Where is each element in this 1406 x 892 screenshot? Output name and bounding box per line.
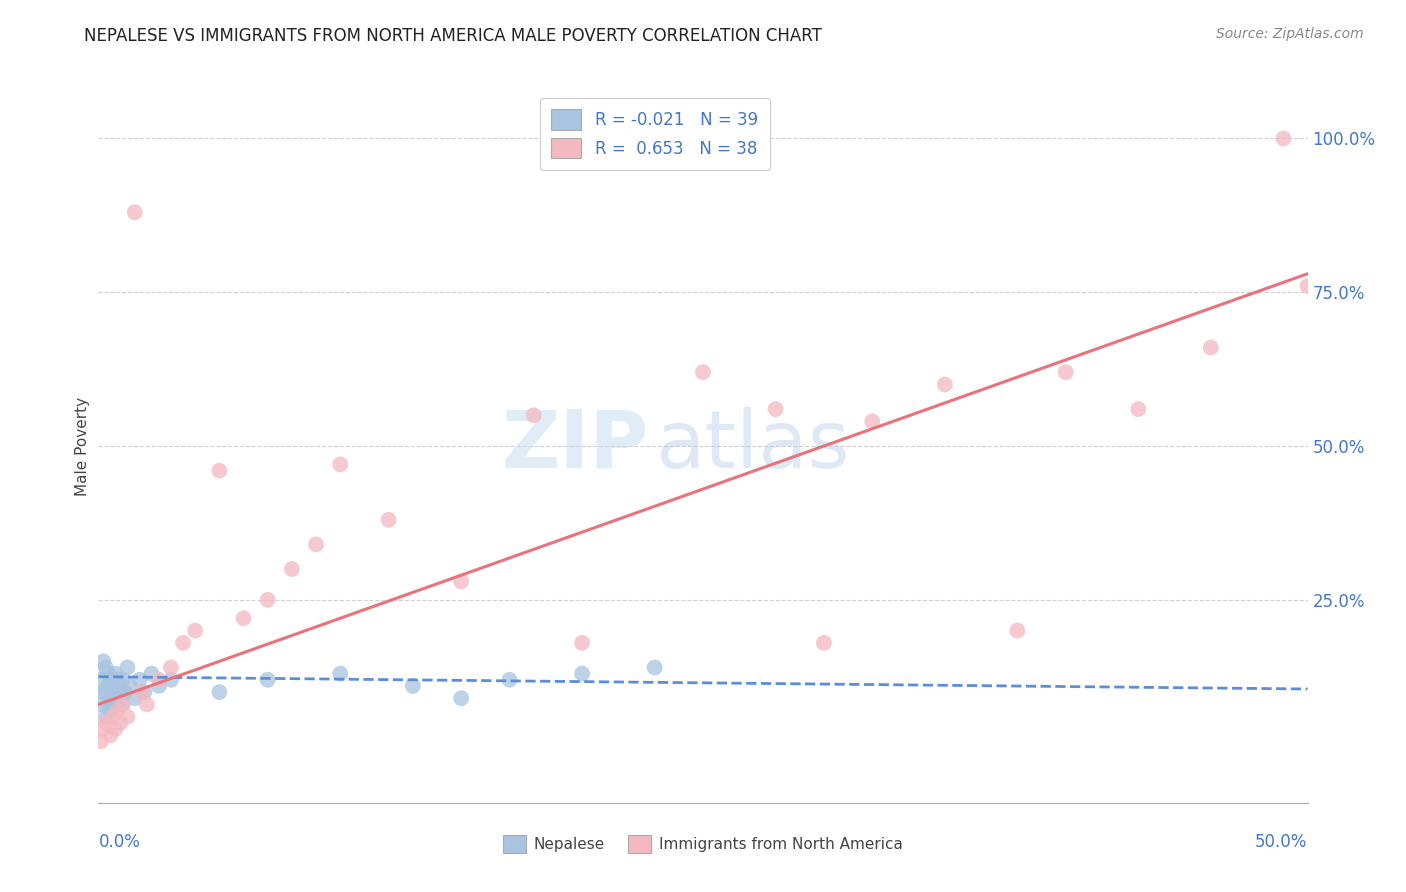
Point bbox=[232, 611, 254, 625]
Point bbox=[107, 698, 129, 712]
Point bbox=[107, 704, 129, 718]
Text: Source: ZipAtlas.com: Source: ZipAtlas.com bbox=[1216, 27, 1364, 41]
Point bbox=[402, 679, 425, 693]
Point bbox=[104, 685, 127, 699]
Point bbox=[1007, 624, 1029, 638]
Point bbox=[329, 458, 352, 472]
Point bbox=[111, 698, 134, 712]
Point bbox=[1296, 279, 1319, 293]
Point bbox=[90, 673, 112, 687]
Point bbox=[111, 673, 134, 687]
Point bbox=[148, 679, 170, 693]
Text: atlas: atlas bbox=[655, 407, 849, 485]
Point bbox=[107, 673, 129, 687]
Point bbox=[148, 673, 170, 687]
Point bbox=[256, 673, 278, 687]
Point bbox=[104, 722, 127, 736]
Point bbox=[131, 685, 153, 699]
Point bbox=[1128, 402, 1150, 417]
Text: 50.0%: 50.0% bbox=[1256, 833, 1308, 851]
Point bbox=[450, 691, 472, 706]
Point bbox=[135, 698, 157, 712]
Point bbox=[118, 679, 141, 693]
Point bbox=[90, 698, 112, 712]
Point bbox=[124, 205, 146, 219]
Point bbox=[101, 709, 124, 723]
Point bbox=[94, 709, 117, 723]
Point bbox=[117, 709, 139, 723]
Point bbox=[160, 660, 183, 674]
Point bbox=[450, 574, 472, 589]
Point bbox=[208, 464, 231, 478]
Point bbox=[100, 728, 122, 742]
Point bbox=[281, 562, 304, 576]
Point bbox=[1272, 131, 1295, 145]
Point bbox=[111, 698, 134, 712]
Point bbox=[329, 666, 352, 681]
Point bbox=[100, 673, 122, 687]
Point bbox=[644, 660, 666, 674]
Point bbox=[100, 704, 122, 718]
Point bbox=[101, 691, 124, 706]
Point bbox=[128, 673, 150, 687]
Point bbox=[1054, 365, 1077, 379]
Point bbox=[571, 636, 593, 650]
Point bbox=[117, 660, 139, 674]
Point bbox=[256, 592, 278, 607]
Point bbox=[934, 377, 956, 392]
Point bbox=[91, 654, 114, 668]
Text: ZIP: ZIP bbox=[502, 407, 648, 485]
Point bbox=[813, 636, 835, 650]
Point bbox=[97, 679, 120, 693]
Point bbox=[91, 685, 114, 699]
Point bbox=[108, 715, 131, 730]
Point bbox=[134, 685, 156, 699]
Point bbox=[765, 402, 787, 417]
Text: NEPALESE VS IMMIGRANTS FROM NORTH AMERICA MALE POVERTY CORRELATION CHART: NEPALESE VS IMMIGRANTS FROM NORTH AMERIC… bbox=[84, 27, 823, 45]
Point bbox=[94, 715, 117, 730]
Point bbox=[94, 660, 117, 674]
Point bbox=[692, 365, 714, 379]
Point bbox=[97, 698, 120, 712]
Point bbox=[124, 691, 146, 706]
Point bbox=[305, 537, 328, 551]
Point bbox=[94, 685, 117, 699]
Y-axis label: Male Poverty: Male Poverty bbox=[75, 396, 90, 496]
Point bbox=[97, 666, 120, 681]
Point bbox=[104, 666, 127, 681]
Point bbox=[91, 722, 114, 736]
Point bbox=[101, 679, 124, 693]
Point bbox=[208, 685, 231, 699]
Point bbox=[160, 673, 183, 687]
Point bbox=[1199, 341, 1222, 355]
Point bbox=[184, 624, 207, 638]
Legend: Nepalese, Immigrants from North America: Nepalese, Immigrants from North America bbox=[498, 829, 908, 859]
Point bbox=[90, 734, 112, 748]
Point bbox=[100, 691, 122, 706]
Point bbox=[114, 685, 136, 699]
Point bbox=[860, 414, 883, 428]
Point bbox=[571, 666, 593, 681]
Point bbox=[108, 685, 131, 699]
Point bbox=[523, 409, 546, 423]
Text: 0.0%: 0.0% bbox=[98, 833, 141, 851]
Point bbox=[141, 666, 163, 681]
Point bbox=[377, 513, 399, 527]
Point bbox=[172, 636, 194, 650]
Point bbox=[498, 673, 520, 687]
